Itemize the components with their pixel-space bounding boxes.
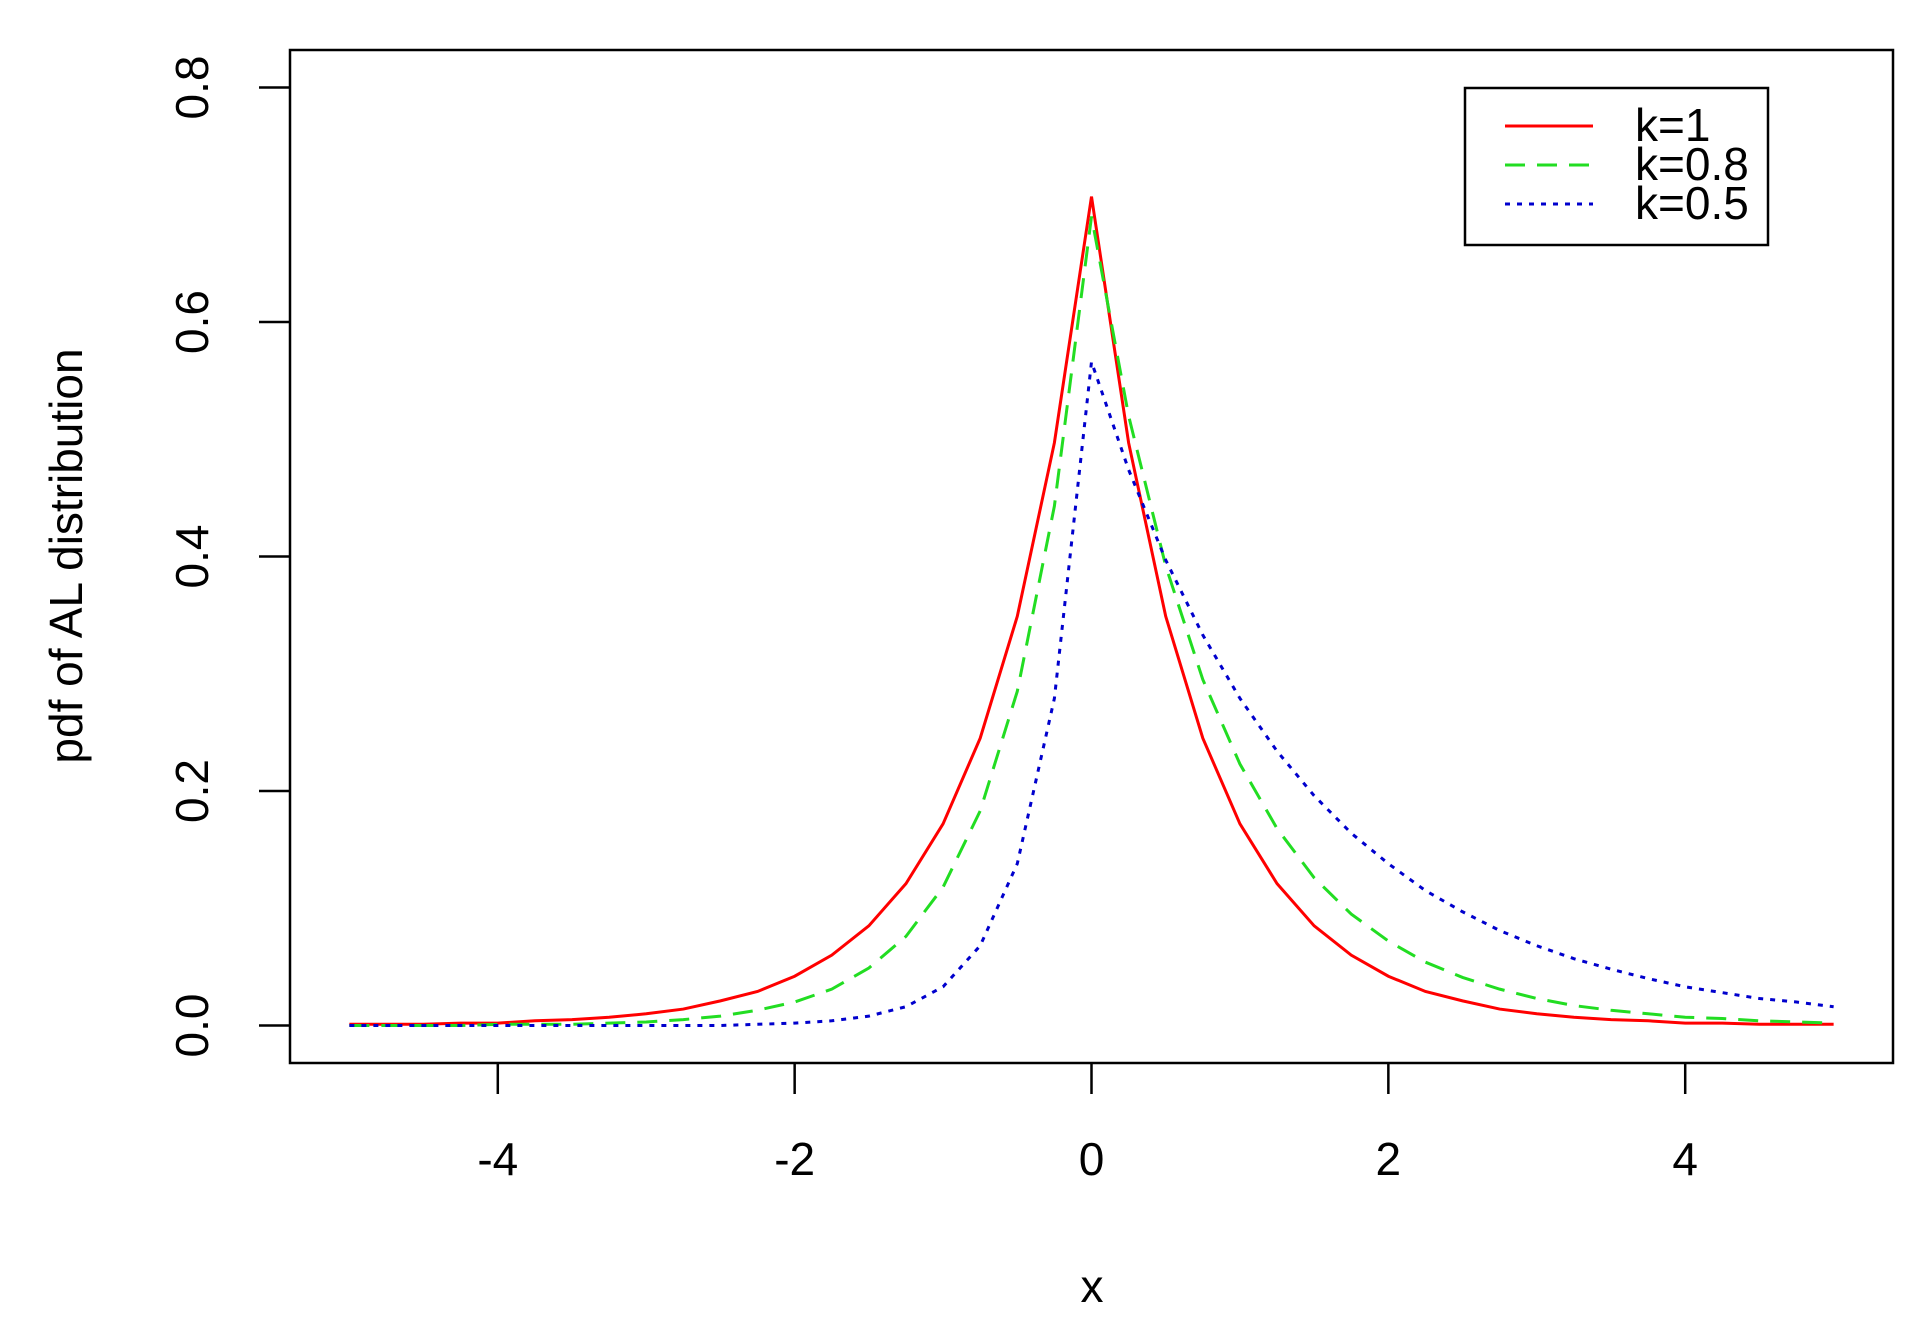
y-tick-label: 0.2 bbox=[166, 759, 218, 823]
y-tick-label: 0.6 bbox=[166, 290, 218, 354]
line-series bbox=[349, 196, 1834, 1026]
x-tick-label: 4 bbox=[1672, 1133, 1698, 1185]
legend-label: k=1 bbox=[1635, 99, 1710, 151]
line-series bbox=[349, 216, 1834, 1027]
y-axis-label: pdf of AL distribution bbox=[40, 348, 92, 763]
legend-label: k=0.8 bbox=[1635, 138, 1749, 190]
legend-label: k=0.5 bbox=[1635, 177, 1749, 229]
x-tick-label: 0 bbox=[1079, 1133, 1105, 1185]
y-tick-label: 0.0 bbox=[166, 994, 218, 1058]
y-tick-label: 0.8 bbox=[166, 56, 218, 120]
x-tick-label: 2 bbox=[1376, 1133, 1402, 1185]
y-tick-label: 0.4 bbox=[166, 525, 218, 589]
x-tick-label: -2 bbox=[774, 1133, 815, 1185]
x-tick-label: -4 bbox=[477, 1133, 518, 1185]
line-series bbox=[349, 361, 1834, 1027]
x-axis-label: x bbox=[1081, 1260, 1104, 1312]
